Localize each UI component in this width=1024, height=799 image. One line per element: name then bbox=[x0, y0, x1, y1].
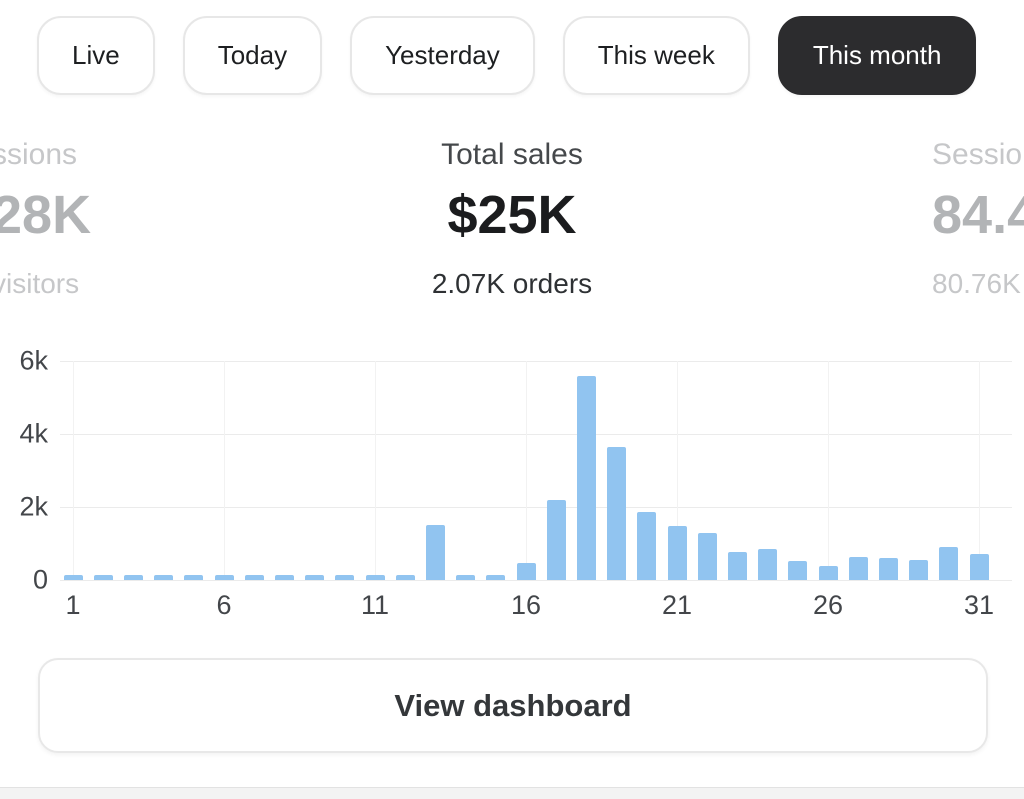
time-range-tabs: Live Today Yesterday This week This mont… bbox=[37, 16, 977, 95]
stat-label: ssions bbox=[0, 138, 78, 171]
gridline-horizontal bbox=[60, 580, 1012, 581]
bar-day-19[interactable] bbox=[607, 446, 627, 580]
tab-yesterday[interactable]: Yesterday bbox=[350, 16, 535, 95]
gridline-vertical bbox=[73, 361, 74, 580]
gridline-vertical bbox=[375, 361, 376, 580]
gridline-horizontal bbox=[60, 507, 1012, 508]
bar-day-21[interactable] bbox=[667, 525, 687, 580]
x-tick-label: 26 bbox=[812, 590, 844, 620]
tab-today[interactable]: Today bbox=[182, 16, 323, 95]
tab-this-month[interactable]: This month bbox=[777, 16, 977, 95]
stat-card-total-sales[interactable]: Total sales $25K 2.07K orders bbox=[0, 138, 1024, 300]
bar-day-18[interactable] bbox=[576, 375, 596, 580]
tab-this-week[interactable]: This week bbox=[562, 16, 750, 95]
bar-day-3[interactable] bbox=[123, 574, 143, 580]
stat-value: 28K bbox=[0, 185, 92, 245]
bar-day-8[interactable] bbox=[274, 574, 294, 580]
bar-day-31[interactable] bbox=[969, 553, 989, 580]
stat-label: Sessio bbox=[932, 138, 1023, 171]
bar-day-1[interactable] bbox=[63, 574, 83, 580]
bar-day-28[interactable] bbox=[878, 558, 898, 580]
total-sales-value: $25K bbox=[447, 185, 577, 245]
bar-day-7[interactable] bbox=[244, 574, 264, 580]
stat-card-sessions-left-partial[interactable]: ssions 28K visitors bbox=[0, 138, 91, 300]
daily-sales-bar-chart: 0 2k 4k 6k 1 6 11 16 21 26 31 bbox=[0, 340, 1024, 630]
bar-day-13[interactable] bbox=[425, 525, 445, 580]
gridline-vertical bbox=[979, 361, 980, 580]
stat-card-sessions-right-partial[interactable]: Sessio 84.4 80.76K bbox=[932, 138, 1024, 300]
x-tick-label: 21 bbox=[661, 590, 693, 620]
bar-day-20[interactable] bbox=[637, 512, 657, 580]
bar-day-17[interactable] bbox=[546, 499, 566, 580]
x-tick-label: 16 bbox=[510, 590, 542, 620]
gridline-horizontal bbox=[60, 361, 1012, 362]
bar-day-26[interactable] bbox=[818, 566, 838, 580]
bar-day-22[interactable] bbox=[697, 532, 717, 580]
bar-day-16[interactable] bbox=[516, 562, 536, 580]
gridline-vertical bbox=[828, 361, 829, 580]
chart-plot-area[interactable] bbox=[60, 361, 1012, 581]
y-tick-label: 0 bbox=[32, 564, 48, 595]
total-sales-label: Total sales bbox=[441, 138, 583, 171]
bar-day-14[interactable] bbox=[456, 574, 476, 580]
bar-day-15[interactable] bbox=[486, 575, 506, 580]
bar-day-27[interactable] bbox=[848, 557, 868, 580]
x-tick-label: 11 bbox=[360, 590, 390, 620]
stat-subtext: 80.76K bbox=[932, 268, 1021, 299]
bar-day-12[interactable] bbox=[395, 574, 415, 580]
bar-day-6[interactable] bbox=[214, 574, 234, 580]
bar-day-5[interactable] bbox=[184, 574, 204, 580]
x-tick-label: 1 bbox=[65, 590, 81, 620]
gridline-vertical bbox=[677, 361, 678, 580]
bar-day-24[interactable] bbox=[758, 548, 778, 580]
bar-day-4[interactable] bbox=[154, 574, 174, 580]
y-tick-label: 6k bbox=[19, 345, 48, 376]
y-tick-label: 2k bbox=[19, 491, 48, 522]
gridline-horizontal bbox=[60, 434, 1012, 435]
stat-subtext: visitors bbox=[0, 268, 80, 299]
y-tick-label: 4k bbox=[19, 418, 48, 449]
bottom-section-divider bbox=[0, 787, 1024, 799]
orders-count: 2.07K orders bbox=[431, 268, 593, 299]
bar-day-9[interactable] bbox=[305, 574, 325, 580]
bar-day-30[interactable] bbox=[939, 547, 959, 580]
bar-day-23[interactable] bbox=[727, 551, 747, 580]
bar-day-29[interactable] bbox=[909, 559, 929, 580]
bar-day-2[interactable] bbox=[93, 574, 113, 580]
bar-day-10[interactable] bbox=[335, 574, 355, 580]
x-tick-label: 6 bbox=[216, 590, 232, 620]
gridline-vertical bbox=[224, 361, 225, 580]
x-tick-label: 31 bbox=[963, 590, 995, 620]
gridline-vertical bbox=[526, 361, 527, 580]
bar-day-25[interactable] bbox=[788, 561, 808, 580]
view-dashboard-button[interactable]: View dashboard bbox=[38, 658, 988, 753]
bar-day-11[interactable] bbox=[365, 574, 385, 580]
tab-live[interactable]: Live bbox=[37, 16, 155, 95]
stat-value: 84.4 bbox=[932, 185, 1024, 245]
